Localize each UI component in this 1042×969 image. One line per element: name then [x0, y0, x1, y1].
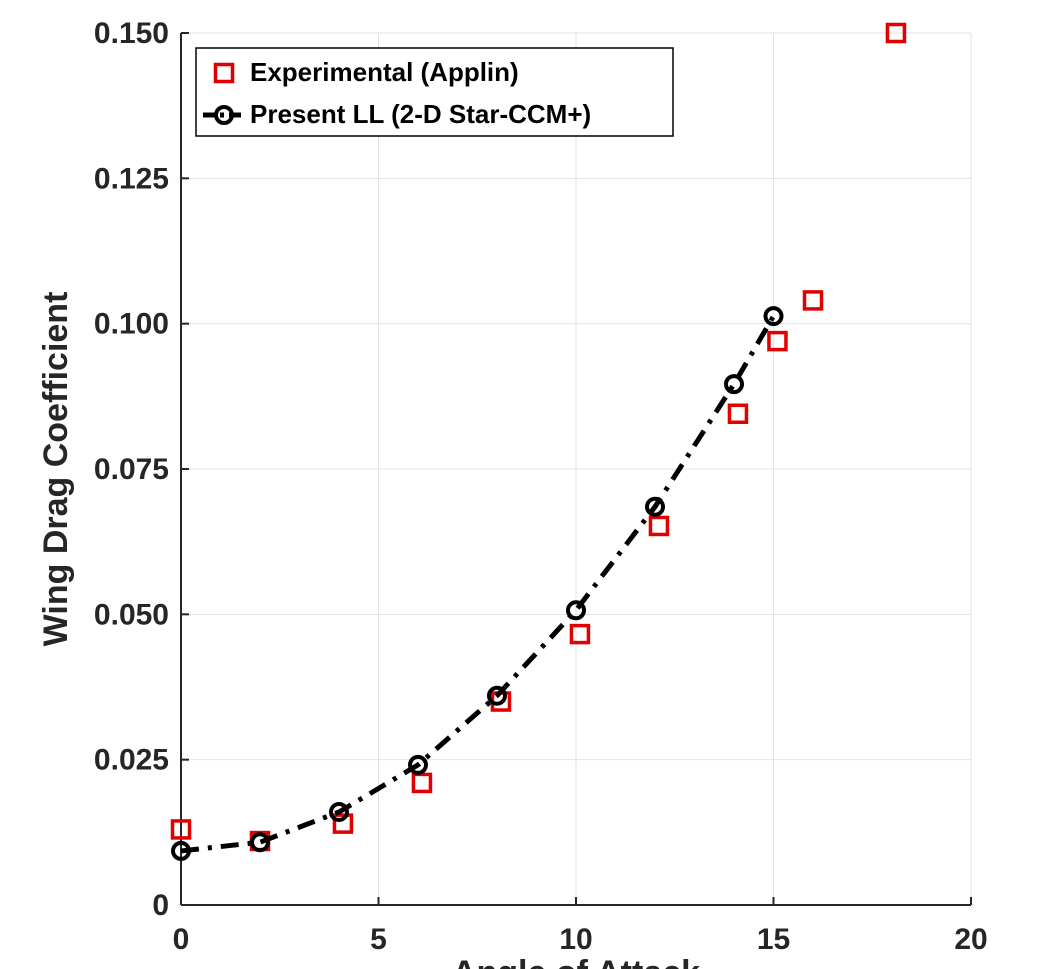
- data-point: [487, 685, 507, 706]
- x-tick-label: 10: [559, 923, 592, 956]
- data-point: [724, 374, 744, 395]
- y-tick-label: 0.025: [94, 744, 169, 777]
- data-point: [645, 496, 665, 517]
- data-point: [170, 819, 192, 840]
- data-point: [569, 623, 591, 645]
- data-point: [411, 772, 433, 794]
- data-point: [648, 515, 670, 537]
- x-tick-label: 15: [757, 923, 790, 956]
- x-tick-label: 20: [954, 923, 987, 956]
- legend-label: Experimental (Applin): [250, 57, 519, 87]
- data-point: [332, 813, 354, 834]
- data-point: [329, 801, 349, 822]
- legend: Experimental (Applin) Present LL (2-D Sta…: [195, 47, 674, 137]
- data-point: [763, 306, 784, 327]
- data-point: [727, 403, 749, 425]
- y-tick-label: 0.075: [94, 453, 169, 486]
- x-axis-label: Angle of Attack: [452, 954, 700, 969]
- data-point: [250, 832, 270, 853]
- data-point: [885, 22, 907, 44]
- legend-label: Present LL (2-D Star-CCM+): [250, 99, 591, 129]
- x-tick-label: 5: [370, 923, 387, 956]
- data-point: [767, 330, 788, 352]
- data-point: [213, 62, 235, 84]
- y-axis-label: Wing Drag Coefficient: [37, 292, 75, 647]
- series-line: [180, 314, 776, 854]
- y-tick-label: 0.125: [94, 162, 169, 195]
- data-point: [214, 105, 234, 125]
- legend-box: [195, 47, 674, 137]
- y-tick-label: 0.050: [94, 598, 169, 631]
- data-point: [802, 290, 824, 311]
- y-tick-label: 0.100: [94, 308, 169, 341]
- y-tick-label: 0: [152, 889, 169, 922]
- data-point: [171, 840, 191, 861]
- y-tick-label: 0.150: [94, 17, 169, 50]
- x-tick-label: 0: [173, 923, 190, 956]
- data-point: [408, 754, 428, 775]
- data-point: [566, 600, 586, 621]
